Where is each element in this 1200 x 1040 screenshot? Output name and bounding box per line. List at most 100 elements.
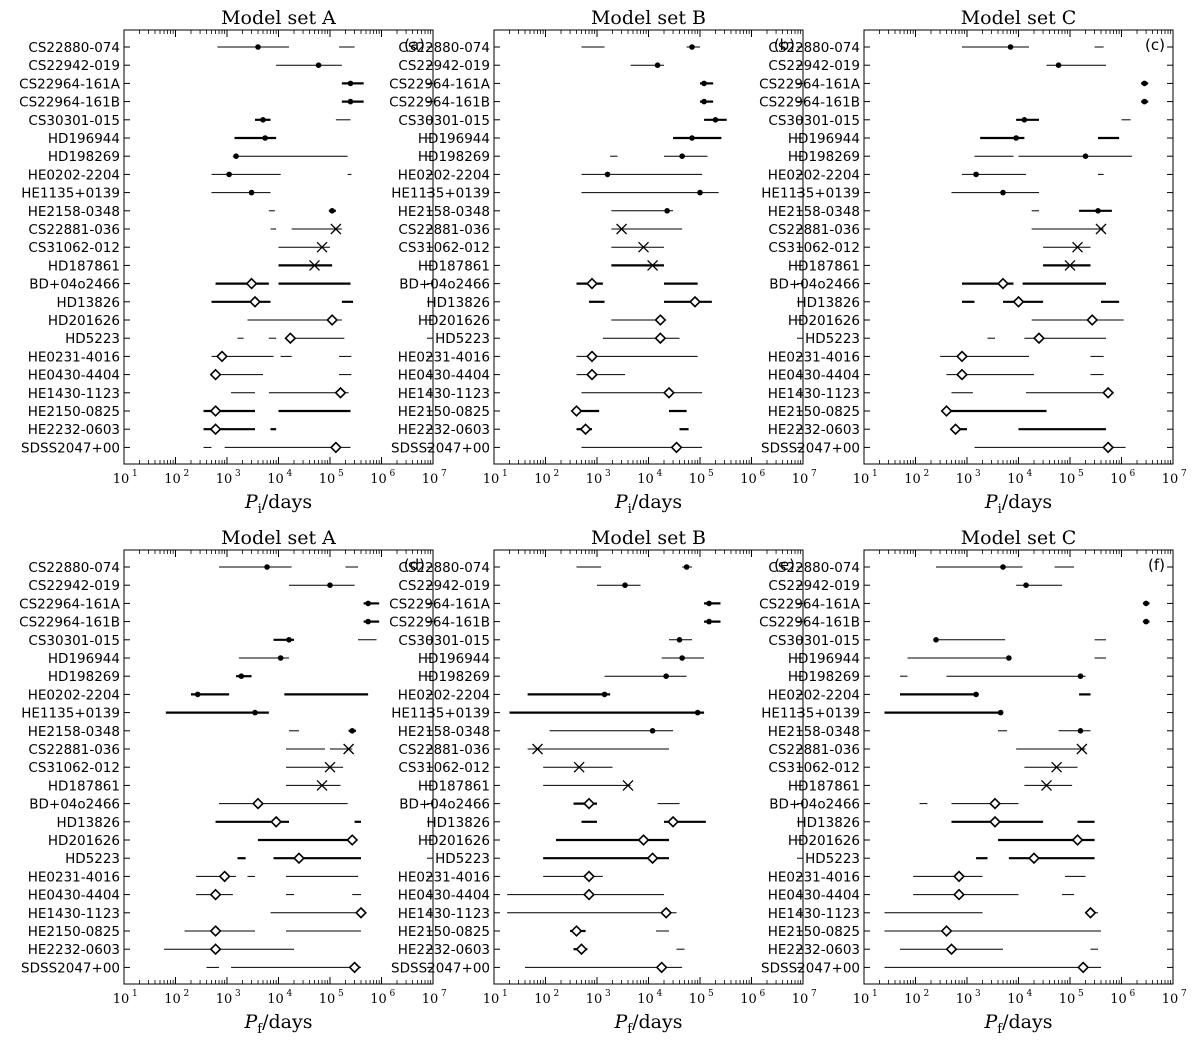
marker-cross (1072, 241, 1083, 253)
x-tick-label: 10 (534, 472, 551, 487)
marker-diamond (209, 888, 222, 901)
panel-a: Model set A(a)10 1 10 2 10 3 10 4 10 5 10 6 10 7Pi/da… (19, 7, 447, 517)
marker-cross (330, 223, 342, 235)
y-tick-label: CS22942-019 (768, 58, 860, 74)
panel-label: (e) (774, 556, 795, 574)
row-he2232-0603: HE2232-0603 (768, 422, 1173, 438)
marker-cross (309, 259, 320, 271)
x-tick-label: 10 (1162, 472, 1179, 487)
x-axis-label-subscript: i (628, 502, 632, 517)
row-hd13826: HD13826 (427, 295, 803, 311)
row-cs22881-036: CS22881-036 (768, 742, 1173, 758)
y-tick-label: HE2232-0603 (768, 422, 860, 438)
row-cs22942-019: CS22942-019 (398, 578, 803, 594)
marker-dot (255, 44, 261, 50)
marker-dot (1006, 655, 1012, 661)
y-tick-label: CS22881-036 (768, 222, 860, 238)
row-hd187861: HD187861 (788, 778, 1173, 794)
y-tick-label: HD5223 (65, 851, 120, 867)
row-he0202-2204: HE0202-2204 (28, 687, 433, 703)
y-tick-label: HE0231-4016 (28, 349, 120, 365)
row-he2150-0825: HE2150-0825 (28, 404, 433, 420)
x-tick-exponent: 7 (441, 469, 447, 479)
y-tick-label: CS22881-036 (28, 742, 120, 758)
x-axis: 10 1 10 2 10 3 10 4 10 5 10 6 10 7 (853, 30, 1187, 487)
row-cs31062-012: CS31062-012 (398, 240, 803, 256)
marker-diamond (940, 925, 953, 937)
row-he2232-0603: HE2232-0603 (28, 422, 433, 438)
y-tick-label: HE2232-0603 (28, 942, 120, 958)
y-tick-label: BD+04o2466 (29, 797, 120, 813)
row-cs30301-015: CS30301-015 (768, 113, 1173, 129)
y-tick-label: HE2158-0348 (768, 724, 860, 740)
marker-dot (697, 189, 703, 196)
y-tick-label: CS22964-161A (389, 76, 491, 92)
marker-dot (347, 98, 354, 105)
y-tick-label: HD13826 (57, 815, 121, 831)
row-cs22964-161a: CS22964-161A (19, 596, 433, 612)
marker-diamond (953, 870, 965, 883)
row-hd196944: HD196944 (788, 131, 1173, 147)
marker-cross (532, 743, 543, 755)
x-tick-label: 10 (534, 992, 551, 1007)
panel-title: Model set C (961, 527, 1077, 549)
x-tick-exponent: 6 (1130, 469, 1136, 479)
x-tick-label: 10 (740, 992, 757, 1007)
x-axis-label-symbol: P (984, 491, 999, 513)
x-tick-label: 10 (1007, 992, 1024, 1007)
marker-diamond (949, 423, 962, 436)
marker-diamond (346, 834, 359, 846)
y-tick-label: BD+04o2466 (399, 797, 490, 813)
row-he0430-4404: HE0430-4404 (398, 368, 803, 384)
y-tick-label: HD187861 (48, 778, 120, 794)
marker-cross (1076, 743, 1088, 755)
x-tick-exponent: 4 (657, 469, 663, 479)
x-tick-label: 10 (689, 472, 706, 487)
y-tick-label: CS22964-161B (19, 615, 120, 631)
row-bd-04o2466: BD+04o2466 (399, 797, 803, 813)
row-he0430-4404: HE0430-4404 (768, 368, 1173, 384)
marker-diamond (689, 295, 701, 308)
row-cs22942-019: CS22942-019 (768, 578, 1173, 594)
x-axis-label: Pi/days (984, 491, 1052, 517)
x-axis-label-unit: /days (632, 1011, 682, 1033)
marker-dot (997, 709, 1004, 716)
x-tick-exponent: 3 (235, 989, 241, 999)
panel-d: Model set A(d)10 1 10 2 10 3 10 4 10 5 10 6 10 7Pf/da… (19, 527, 447, 1037)
row-he2158-0348: HE2158-0348 (28, 204, 433, 220)
row-he0231-4016: HE0231-4016 (28, 869, 433, 885)
y-tick-label: HD5223 (805, 331, 860, 347)
x-tick-exponent: 3 (605, 989, 611, 999)
x-tick-exponent: 2 (924, 469, 930, 479)
x-tick-label: 10 (689, 992, 706, 1007)
row-he1135-0139: HE1135+0139 (391, 706, 803, 722)
marker-diamond (989, 815, 1001, 828)
x-tick-label: 10 (853, 992, 870, 1007)
panel-title: Model set A (221, 527, 336, 549)
x-tick-exponent: 6 (760, 469, 766, 479)
x-tick-label: 10 (1007, 472, 1024, 487)
y-tick-label: CS22964-161B (389, 615, 490, 631)
y-tick-label: HE1135+0139 (21, 706, 120, 722)
y-tick-label: HE2232-0603 (398, 942, 490, 958)
x-tick-exponent: 5 (1078, 469, 1084, 479)
row-hd201626: HD201626 (48, 313, 433, 329)
row-cs31062-012: CS31062-012 (768, 240, 1173, 256)
x-tick-label: 10 (637, 472, 654, 487)
row-sdss2047-00: SDSS2047+00 (761, 960, 1173, 976)
row-cs22964-161b: CS22964-161B (759, 615, 1173, 631)
marker-diamond (940, 405, 953, 417)
marker-diamond (570, 405, 583, 417)
x-tick-label: 10 (1110, 992, 1127, 1007)
row-he0231-4016: HE0231-4016 (398, 869, 803, 885)
y-tick-label: HE0202-2204 (28, 687, 120, 703)
row-sdss2047-00: SDSS2047+00 (391, 960, 803, 976)
y-tick-label: HD13826 (797, 815, 861, 831)
y-tick-label: HE1135+0139 (391, 186, 490, 202)
y-tick-label: SDSS2047+00 (761, 440, 860, 456)
row-cs22881-036: CS22881-036 (28, 222, 433, 238)
marker-dot (1141, 80, 1148, 87)
row-hd201626: HD201626 (788, 313, 1173, 329)
y-tick-label: HD187861 (418, 778, 490, 794)
panel-title: Model set C (961, 7, 1077, 29)
